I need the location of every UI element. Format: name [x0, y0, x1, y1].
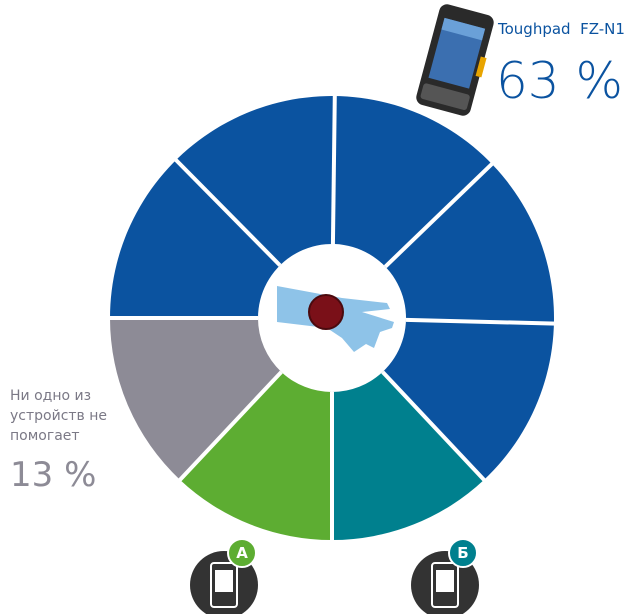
phone-screen — [436, 570, 454, 592]
wound — [308, 294, 344, 330]
phone — [210, 562, 238, 608]
separator — [381, 370, 487, 483]
value-label: 63 % — [496, 52, 624, 110]
separator — [173, 157, 282, 267]
separator — [177, 370, 283, 483]
badge — [227, 538, 257, 568]
pie-slice — [332, 371, 484, 540]
hand-icon — [277, 286, 394, 352]
separator — [383, 161, 495, 269]
separator — [405, 317, 556, 326]
legend-label: Ни одно из устройств не помогает — [10, 388, 108, 444]
phone-screen — [215, 570, 233, 592]
separator — [330, 93, 337, 245]
pie-slice — [110, 96, 554, 480]
badge-label: Б — [457, 544, 468, 562]
pie-slice — [110, 318, 282, 480]
pie-slice — [180, 371, 332, 540]
value-label: 13 % — [10, 455, 97, 495]
badge-label: А — [236, 544, 248, 562]
legend-label: Toughpad FZ-N1 — [498, 20, 625, 38]
device-image — [416, 4, 494, 116]
badge — [448, 538, 478, 568]
phone — [431, 562, 459, 608]
